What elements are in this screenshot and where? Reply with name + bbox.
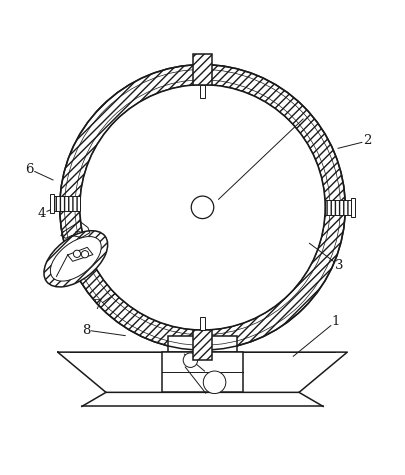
Bar [193,55,212,85]
Circle shape [198,331,207,341]
Bar [200,317,205,330]
Bar [325,200,351,215]
Text: 4: 4 [37,207,46,220]
Bar [168,336,237,352]
Bar [351,198,354,217]
Text: 6: 6 [25,162,34,176]
Text: 3: 3 [335,259,343,272]
Bar [54,196,80,211]
Circle shape [81,251,89,258]
Circle shape [203,371,226,394]
Circle shape [80,85,325,330]
Ellipse shape [50,237,101,281]
Bar [162,352,243,392]
Text: 5: 5 [74,231,82,244]
Circle shape [191,196,214,218]
Text: 7: 7 [94,299,102,313]
Circle shape [73,250,81,257]
Ellipse shape [44,231,108,287]
Bar [193,330,212,360]
Bar [200,85,205,97]
Text: 8: 8 [82,323,90,336]
Bar [51,194,54,212]
Text: 1: 1 [331,315,339,329]
Text: 9: 9 [49,259,58,272]
Text: 2: 2 [363,134,372,147]
Circle shape [183,353,198,368]
